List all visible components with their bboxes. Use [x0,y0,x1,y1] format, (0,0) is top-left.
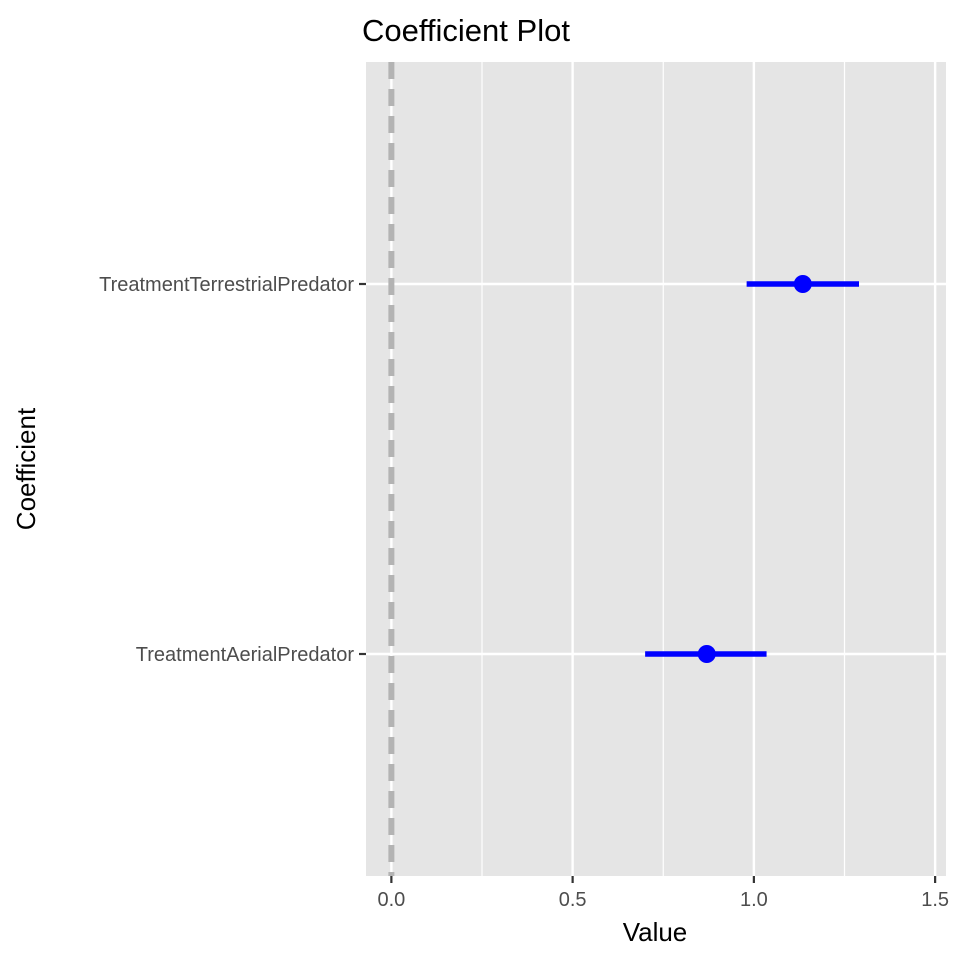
x-axis-title: Value [623,917,688,947]
x-tick-label-3: 1.5 [921,889,949,911]
y-axis-ticks: TreatmentTerrestrialPredator TreatmentAer… [99,274,366,666]
y-tick-label-1: TreatmentAerialPredator [136,644,355,666]
estimate-point-0 [793,275,812,293]
x-axis-ticks: 0.0 0.5 1.0 1.5 [377,876,949,911]
chart-title: Coefficient Plot [362,13,570,48]
y-axis-title: Coefficient [11,407,41,530]
minor-gridlines [481,62,846,876]
y-tick-label-0: TreatmentTerrestrialPredator [99,274,354,296]
x-tick-label-2: 1.0 [740,889,768,911]
x-tick-label-1: 0.5 [559,889,587,911]
plot-panel [366,62,946,876]
estimate-point-1 [697,645,716,663]
coefficient-marks [645,275,859,663]
x-tick-label-0: 0.0 [377,889,405,911]
